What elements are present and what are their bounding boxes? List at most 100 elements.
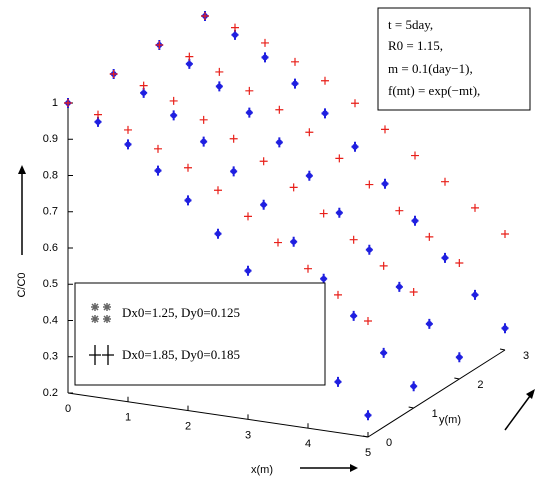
plus-marker (154, 144, 162, 153)
plus-marker (185, 52, 194, 61)
plus-marker (229, 134, 238, 143)
plus-marker (321, 76, 329, 85)
annotation: t = 5day, (388, 17, 433, 32)
star-marker (425, 318, 433, 329)
plus-marker (305, 128, 314, 137)
x-tick-label: 2 (185, 421, 191, 433)
legend-label: Dx0=1.25, Dy0=0.125 (122, 305, 240, 320)
star-marker (185, 58, 193, 69)
annotation-box (377, 7, 531, 111)
y-tick-label: 0 (386, 437, 392, 449)
star-marker (291, 78, 299, 89)
star-marker (365, 244, 373, 255)
plot-area: 0 1 2 3 4 5 0 1 2 3 0.2 0.3 0.4 0.5 0.6 0.7 0.8 0.9 1 (43, 11, 529, 459)
plus-marker (319, 209, 328, 218)
plus-marker (425, 232, 434, 241)
plus-marker (365, 180, 374, 189)
star-marker (501, 323, 509, 334)
star-marker (320, 273, 328, 284)
axis-line (67, 103, 506, 438)
annotation: R0 = 1.15, (388, 38, 443, 53)
plus-marker (349, 235, 358, 244)
plus-marker (441, 177, 449, 186)
z-tick-label: 0.8 (43, 169, 58, 181)
star-marker (335, 207, 343, 218)
x-tick-label: 5 (365, 447, 371, 459)
plus-marker (94, 110, 102, 119)
x-axis-label: x(m) (251, 464, 273, 476)
z-tick-label: 0.3 (43, 351, 58, 363)
star-marker (411, 215, 419, 226)
plus-marker (455, 259, 464, 267)
z-tick-label: 0.5 (43, 278, 58, 290)
z-tick-label: 1 (52, 97, 58, 109)
star-marker (260, 199, 268, 210)
arrow-head (350, 464, 358, 472)
arrow-head (18, 165, 26, 174)
star-marker (350, 310, 358, 321)
plus-marker (334, 290, 342, 299)
plus-marker (231, 23, 239, 32)
z-tick-label: 0.2 (43, 387, 58, 399)
plus-marker (109, 70, 118, 78)
star-marker (245, 107, 253, 118)
plus-marker (395, 206, 404, 215)
z-tick-label: 0.7 (43, 206, 58, 218)
plus-marker (64, 99, 72, 107)
star-marker (94, 116, 102, 127)
plus-marker (184, 163, 192, 172)
plus-marker (274, 238, 282, 247)
star-marker (231, 29, 239, 40)
plus-marker (215, 67, 224, 76)
y-tick-label: 3 (523, 350, 529, 362)
star-marker (410, 381, 418, 392)
y-axis-label: y(m) (439, 414, 461, 426)
legend-icon (91, 303, 111, 323)
z-axis-label: C/C0 (16, 272, 28, 297)
arrow (504, 395, 531, 431)
plus-marker (381, 125, 389, 134)
legend-icon (89, 345, 114, 365)
x-tick-label: 3 (245, 429, 251, 441)
x-tick-label: 0 (65, 403, 71, 415)
star-marker (200, 136, 208, 147)
star-marker (321, 108, 329, 119)
plus-marker (245, 86, 254, 95)
y-tick-label: 1 (432, 408, 438, 420)
star-marker (261, 52, 269, 63)
plus-marker (289, 183, 298, 192)
plus-marker (304, 264, 312, 273)
star-marker (230, 166, 238, 177)
arrow-head (526, 389, 535, 399)
star-marker (471, 289, 479, 300)
plus-marker (335, 154, 344, 163)
plus-marker (259, 157, 268, 166)
plus-marker (261, 38, 269, 47)
plus-marker (501, 230, 509, 238)
x-tick-label: 1 (125, 412, 131, 424)
star-marker (381, 178, 389, 189)
plus-marker (201, 12, 209, 20)
plus-marker (275, 105, 284, 114)
star-marker (395, 281, 403, 292)
star-marker (124, 139, 132, 150)
legend-label: Dx0=1.85, Dy0=0.185 (122, 347, 240, 362)
legend (74, 282, 326, 386)
annotation: f(mt) = exp(−mt), (388, 83, 480, 98)
star-marker (275, 137, 283, 148)
plus-marker (244, 212, 252, 221)
z-tick-label: 0.4 (43, 314, 58, 326)
plus-marker (379, 261, 388, 270)
star-marker (214, 228, 222, 239)
plus-marker (411, 151, 419, 160)
plus-marker (214, 186, 222, 195)
plus-marker (409, 288, 418, 296)
y-tick (499, 348, 506, 351)
plus-marker (351, 99, 359, 108)
y-tick-label: 2 (477, 379, 483, 391)
star-marker (364, 410, 372, 421)
y-tick (408, 406, 414, 409)
z-tick-label: 0.9 (43, 133, 58, 145)
star-marker (290, 236, 298, 247)
star-marker (244, 265, 252, 276)
